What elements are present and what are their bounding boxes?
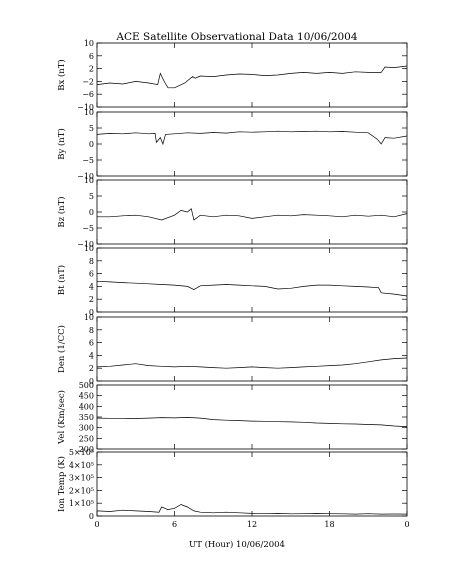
panel-frame	[96, 179, 408, 245]
series-line-5-1	[96, 357, 408, 369]
series-line-2-1	[96, 130, 408, 146]
y-tick-label: −2	[82, 77, 94, 86]
y-tick-label: 4	[89, 282, 94, 291]
y-tick-label: 250	[79, 434, 94, 443]
y-tick-label: 8	[89, 257, 94, 266]
panel-2: 10 5 0 −5 −10 By (nT)	[56, 108, 408, 181]
panel-4: 10 8 6 4 2 0 Bt (nT)	[56, 244, 408, 317]
panel-frame	[96, 451, 408, 517]
y-tick-label: −5	[82, 224, 94, 233]
y-tick-label: 2	[89, 65, 94, 74]
y-axis-label: Bz (nT)	[56, 196, 67, 227]
y-tick-label: 500	[79, 381, 94, 390]
y-tick-label: 0	[89, 377, 94, 386]
y-tick-label: 0	[89, 512, 94, 521]
x-tick-label: 0	[404, 520, 409, 529]
y-axis-label: Bx (nT)	[56, 59, 67, 91]
panel-frame	[96, 42, 408, 108]
series-line-4-1	[96, 280, 408, 297]
y-axis-label: Vel (Km/sec)	[56, 390, 67, 445]
panel-frame	[96, 111, 408, 177]
x-tick-labels: 0 6 12 18 0	[94, 520, 409, 529]
y-tick-label: 4	[89, 351, 94, 360]
panel-frame	[96, 384, 408, 450]
y-tick-label: 3×10⁵	[69, 474, 94, 483]
y-tick-label: 2	[89, 295, 94, 304]
y-tick-label: 0	[89, 208, 94, 217]
series-line-7-1	[96, 504, 408, 515]
y-tick-label: 200	[79, 445, 94, 454]
y-tick-label: 10	[84, 39, 94, 48]
y-tick-label: −6	[82, 90, 94, 99]
y-tick-label: 6	[89, 52, 94, 61]
x-tick-label: 6	[172, 520, 177, 529]
y-tick-label: 450	[79, 392, 94, 401]
x-axis-label: UT (Hour) 10/06/2004	[189, 539, 285, 550]
chart-title: ACE Satellite Observational Data 10/06/2…	[115, 31, 357, 43]
y-axis-label: Bt (nT)	[56, 265, 67, 295]
series-line-1-1	[96, 65, 408, 89]
y-tick-label: 8	[89, 326, 94, 335]
y-tick-label: 2	[89, 364, 94, 373]
y-tick-label: 0	[89, 308, 94, 317]
y-tick-label: 2×10⁵	[69, 486, 94, 495]
y-tick-label: 5	[89, 124, 94, 133]
y-axis-label: Ion Temp (K)	[56, 456, 67, 512]
panel-frame	[96, 316, 408, 382]
y-axis-label: By (nT)	[56, 128, 67, 160]
y-tick-label: −10	[77, 172, 94, 181]
y-tick-label: 4×10⁵	[69, 461, 94, 470]
y-tick-label: 5×10⁵	[69, 448, 94, 457]
y-tick-label: 0	[89, 140, 94, 149]
y-tick-label: 300	[79, 424, 94, 433]
y-tick-label: 400	[79, 402, 94, 411]
y-tick-label: 5	[89, 192, 94, 201]
y-tick-label: −5	[82, 156, 94, 165]
panel-3: 10 5 0 −5 −10 Bz (nT)	[56, 176, 408, 249]
y-tick-label: 6	[89, 270, 94, 279]
panel-7: 5×10⁵ 4×10⁵ 3×10⁵ 2×10⁵ 1×10⁵ 0 Ion Temp (K)	[56, 448, 408, 521]
panel-frame	[96, 247, 408, 313]
x-tick-label: 12	[247, 520, 257, 529]
y-tick-label: 10	[84, 176, 94, 185]
y-tick-label: 10	[84, 108, 94, 117]
x-tick-label: 18	[324, 520, 334, 529]
y-tick-label: 10	[84, 313, 94, 322]
y-tick-label: −10	[77, 103, 94, 112]
series-line-6-1	[96, 417, 408, 427]
panels-group: 10 6 2 −2 −6 −10 Bx (nT) 10 5 0 −5 −10 By (nT) 10 5 0 −5…	[56, 39, 408, 521]
y-tick-label: 10	[84, 244, 94, 253]
series-line-3-1	[97, 208, 408, 221]
panel-1: 10 6 2 −2 −6 −10 Bx (nT)	[56, 39, 408, 112]
panel-5: 10 8 6 4 2 0 Den (1/CC)	[56, 313, 408, 386]
y-axis-label: Den (1/CC)	[56, 325, 67, 373]
y-tick-label: −10	[77, 240, 94, 249]
y-tick-label: 1×10⁵	[69, 499, 94, 508]
y-tick-label: 6	[89, 339, 94, 348]
x-tick-label: 0	[94, 520, 99, 529]
y-tick-label: 350	[79, 413, 94, 422]
